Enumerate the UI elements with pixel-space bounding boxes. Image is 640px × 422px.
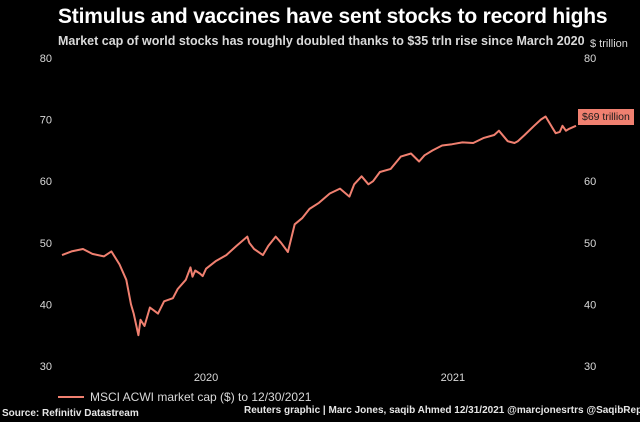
credits-note: Reuters graphic | Marc Jones, saqib Ahme… [244, 405, 640, 416]
y-tick-label-left: 40 [40, 299, 52, 311]
source-note: Source: Refinitiv Datastream [2, 408, 139, 419]
y-tick-label-right: 30 [584, 361, 596, 373]
chart-subtitle: Market cap of world stocks has roughly d… [58, 34, 585, 48]
y-tick-label-left: 70 [40, 115, 52, 127]
series-line-msci-acwi [61, 115, 577, 337]
legend-entry: MSCI ACWI market cap ($) to 12/30/2021 [90, 390, 312, 404]
end-value-badge: $69 trillion [578, 109, 634, 125]
y-tick-label-right: 40 [584, 299, 596, 311]
legend-swatch [58, 396, 84, 398]
y-axis-unit-label: $ trillion [590, 38, 628, 50]
x-axis: 2020 2021 [194, 372, 465, 384]
y-tick-label-left: 80 [40, 53, 52, 65]
x-tick-label: 2020 [194, 372, 218, 384]
y-tick-label-right: 80 [584, 53, 596, 65]
y-tick-label-left: 30 [40, 361, 52, 373]
y-tick-label-left: 60 [40, 176, 52, 188]
y-tick-label-right: 60 [584, 176, 596, 188]
x-tick-label: 2021 [441, 372, 465, 384]
y-tick-label-left: 50 [40, 238, 52, 250]
y-tick-label-right: 50 [584, 238, 596, 250]
chart-title: Stimulus and vaccines have sent stocks t… [58, 5, 608, 28]
left-y-axis: 30 40 50 60 70 80 [40, 53, 52, 373]
legend: MSCI ACWI market cap ($) to 12/30/2021 [58, 390, 311, 404]
